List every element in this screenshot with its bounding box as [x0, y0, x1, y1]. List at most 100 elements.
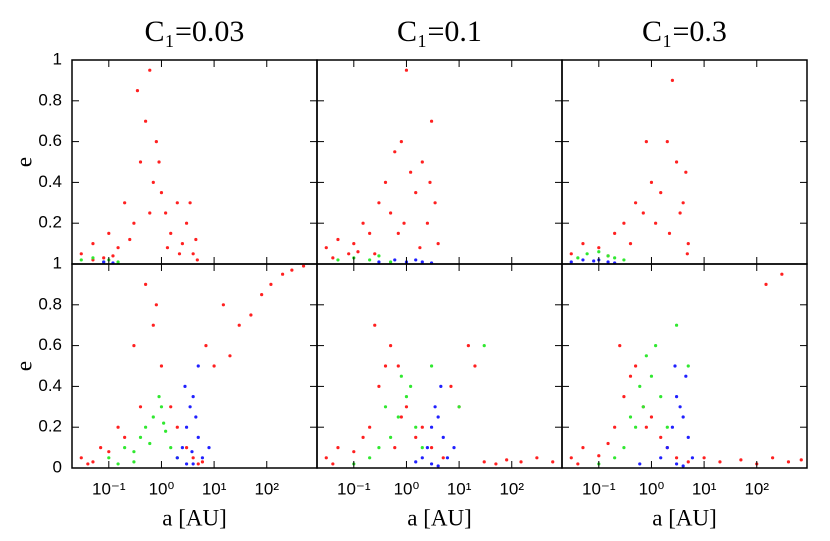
- y-axis-label: e: [11, 361, 36, 371]
- x-axis-label: a [AU]: [407, 505, 472, 530]
- data-point: [628, 374, 633, 378]
- data-point: [138, 435, 143, 439]
- data-point: [377, 446, 381, 450]
- data-point: [482, 460, 486, 464]
- data-point: [183, 384, 187, 388]
- x-tick-label: 10⁰: [639, 479, 665, 498]
- x-tick-label: 10¹: [447, 479, 472, 498]
- data-point: [613, 456, 617, 460]
- data-point: [644, 140, 648, 144]
- x-tick-label: 10⁰: [394, 479, 420, 498]
- data-point: [148, 211, 152, 215]
- panel-frame: [561, 59, 808, 265]
- data-point: [494, 462, 498, 466]
- data-point: [404, 68, 409, 72]
- data-point: [634, 425, 638, 429]
- data-point: [429, 462, 434, 466]
- data-point: [606, 254, 610, 258]
- data-point: [649, 180, 654, 184]
- data-point: [200, 456, 205, 460]
- data-point: [622, 258, 626, 262]
- data-point: [151, 180, 155, 184]
- data-point: [169, 446, 173, 450]
- data-point: [622, 221, 626, 225]
- data-point: [91, 460, 95, 464]
- data-point: [144, 425, 148, 429]
- x-tick-label: 10⁻¹: [92, 479, 126, 498]
- data-point: [449, 384, 453, 388]
- y-axis-label: e: [11, 157, 36, 167]
- data-point: [613, 425, 617, 429]
- data-point: [196, 435, 200, 439]
- data-point: [159, 405, 164, 409]
- data-point: [569, 252, 573, 256]
- data-point: [123, 201, 127, 205]
- data-point: [684, 170, 688, 174]
- data-point: [200, 460, 205, 464]
- data-point: [368, 258, 372, 262]
- data-point: [414, 258, 418, 262]
- data-point: [207, 446, 211, 450]
- data-point: [425, 446, 430, 450]
- data-point: [686, 364, 690, 368]
- data-point: [505, 458, 509, 462]
- data-point: [116, 246, 120, 250]
- data-point: [597, 250, 601, 254]
- data-point: [659, 435, 663, 439]
- data-point: [414, 435, 418, 439]
- data-point: [204, 344, 208, 348]
- data-point: [457, 405, 461, 409]
- data-point: [159, 191, 164, 195]
- data-point: [414, 191, 418, 195]
- data-point: [718, 460, 722, 464]
- data-point: [324, 456, 328, 460]
- data-point: [373, 323, 377, 327]
- data-point: [331, 256, 335, 260]
- data-point: [634, 201, 638, 205]
- data-point: [368, 456, 372, 460]
- data-point: [569, 260, 573, 264]
- data-point: [585, 252, 589, 256]
- data-point: [420, 456, 424, 460]
- data-point: [597, 454, 601, 458]
- data-point: [429, 364, 434, 368]
- data-point: [670, 425, 675, 429]
- x-tick-label: 10¹: [202, 479, 227, 498]
- data-point: [184, 221, 189, 225]
- data-point: [99, 446, 103, 450]
- data-point: [409, 170, 413, 174]
- x-axis-label: a [AU]: [162, 505, 227, 530]
- data-point: [414, 425, 418, 429]
- data-point: [377, 201, 381, 205]
- data-point: [175, 201, 179, 205]
- data-point: [396, 231, 400, 235]
- data-point: [383, 405, 388, 409]
- data-point: [331, 462, 335, 466]
- data-point: [581, 446, 585, 450]
- data-point: [634, 364, 638, 368]
- data-point: [393, 150, 397, 154]
- panel-title: C₁=0.03: [145, 15, 245, 48]
- data-point: [290, 268, 294, 272]
- data-point: [336, 258, 340, 262]
- data-point: [128, 237, 132, 242]
- data-point: [654, 221, 658, 225]
- data-point: [799, 458, 803, 462]
- data-point: [414, 460, 418, 464]
- data-point: [420, 260, 424, 264]
- data-point: [269, 282, 273, 286]
- x-tick-label: 10⁻¹: [337, 479, 371, 498]
- data-point: [678, 405, 682, 409]
- data-point: [249, 313, 253, 317]
- data-point: [436, 415, 440, 419]
- data-point: [383, 180, 388, 184]
- data-point: [148, 68, 152, 72]
- data-point: [638, 384, 642, 388]
- data-point: [433, 405, 437, 409]
- y-tick-label: 0.2: [38, 213, 62, 232]
- data-point: [91, 256, 95, 260]
- data-point: [191, 462, 195, 466]
- panel-frame: [316, 59, 563, 265]
- data-point: [135, 89, 140, 93]
- data-point: [665, 140, 669, 144]
